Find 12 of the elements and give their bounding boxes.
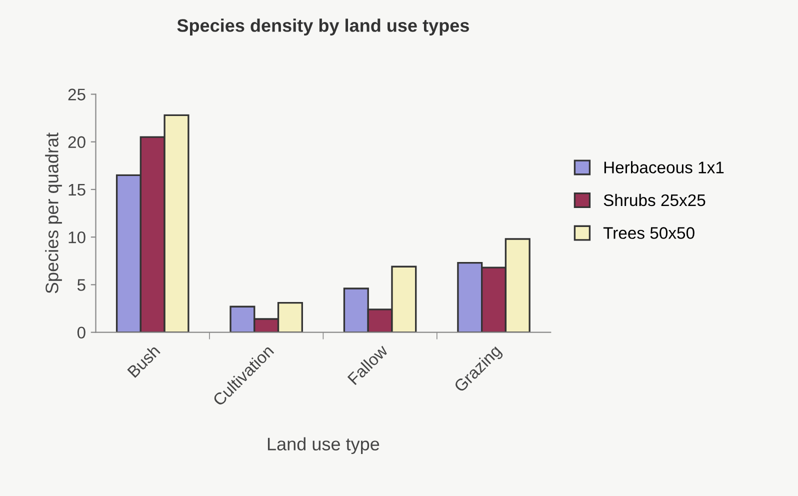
legend-label: Shrubs 25x25 [604,194,706,206]
y-tick-label: 0 [77,326,86,339]
y-tick-label: 25 [68,88,86,100]
y-tick-label: 5 [77,279,86,291]
y-tick-label: 10 [68,231,86,244]
y-axis-title: Species per quadrat [45,132,62,294]
legend-label: Herbaceous 1x1 [604,161,724,174]
chart-title: Species density by land use types [177,18,469,36]
y-tick-label: 15 [68,184,86,196]
legend-label: Trees 50x50 [603,227,694,239]
x-axis-title: Land use type [268,437,380,454]
y-tick-label: 20 [68,136,86,148]
